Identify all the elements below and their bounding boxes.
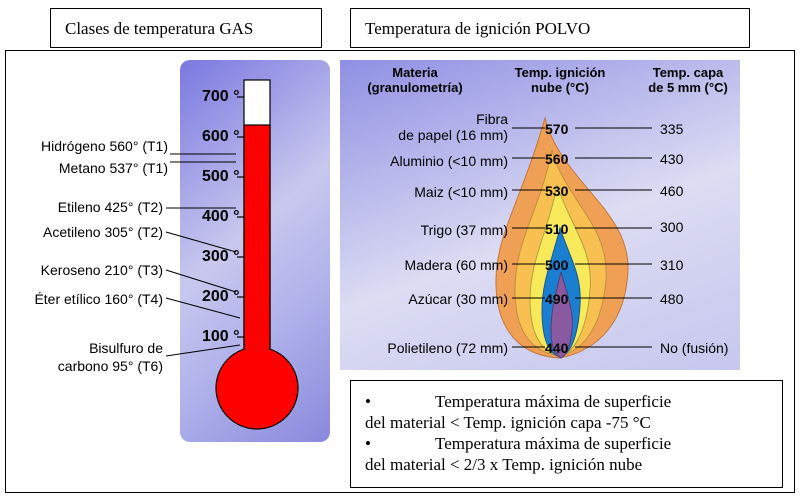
gas-bisulfuro-1: Bisulfuro de <box>89 340 163 356</box>
material-polietileno: Polietileno (72 mm) <box>387 340 508 356</box>
note-1a-text: Temperatura máxima de superficie <box>435 392 672 411</box>
scale-500: 500 ° <box>202 168 240 185</box>
notes-box: • Temperatura máxima de superficie del ma… <box>350 380 783 488</box>
capa-trigo: 300 <box>660 219 684 235</box>
gas-bisulfuro-2: carbono 95° (T6) <box>57 358 163 374</box>
bullet-2: • <box>365 434 371 453</box>
gas-acetileno: Acetileno 305° (T2) <box>43 224 163 240</box>
tab-gas: Clases de temperatura GAS <box>50 8 322 48</box>
header-nube-1: Temp. ignición <box>514 65 606 80</box>
scale-200: 200 ° <box>202 288 240 305</box>
scale-600: 600 ° <box>202 128 240 145</box>
nube-maiz: 530 <box>545 183 569 199</box>
header-materia-2: (granulometría) <box>367 80 463 95</box>
nube-aluminio: 560 <box>545 151 569 167</box>
gas-keroseno: Keroseno 210° (T3) <box>40 262 163 278</box>
header-capa-2: de 5 mm (°C) <box>648 80 728 95</box>
thermometer-bulb <box>215 346 299 430</box>
gas-leaders <box>165 153 241 357</box>
material-trigo: Trigo (37 mm) <box>420 222 508 238</box>
scale-300: 300 ° <box>202 248 240 265</box>
gas-hidrogeno: Hidrógeno 560° (T1) <box>41 138 168 154</box>
scale-100: 100 ° <box>202 328 240 345</box>
gas-eter: Éter etílico 160° (T4) <box>34 291 163 307</box>
capa-maiz: 460 <box>660 183 684 199</box>
nube-fibra: 570 <box>545 121 569 137</box>
header-nube-2: nube (°C) <box>531 80 589 95</box>
flame-purple <box>550 271 573 359</box>
capa-fibra: 335 <box>660 121 684 137</box>
scale-700: 700 ° <box>202 88 240 105</box>
material-maiz: Maiz (<10 mm) <box>414 184 508 200</box>
gas-etileno: Etileno 425° (T2) <box>57 199 163 215</box>
header-materia: Materia (granulometría) <box>350 65 480 95</box>
bullet-1: • <box>365 392 371 411</box>
material-azucar: Azúcar (30 mm) <box>408 291 508 307</box>
header-materia-1: Materia <box>392 65 438 80</box>
capa-polietileno: No (fusión) <box>660 340 729 356</box>
gas-metano: Metano 537° (T1) <box>58 160 168 176</box>
capa-aluminio: 430 <box>660 151 684 167</box>
main-frame <box>5 50 795 493</box>
nube-polietileno: 440 <box>545 340 569 356</box>
header-nube: Temp. ignición nube (°C) <box>500 65 620 95</box>
note-2a: • Temperatura máxima de superficie <box>365 433 768 454</box>
tab-polvo: Temperatura de ignición POLVO <box>350 8 750 48</box>
scale-400: 400 ° <box>202 208 240 225</box>
note-2a-text: Temperatura máxima de superficie <box>435 434 672 453</box>
scale-ticks <box>237 96 244 338</box>
flame-leaders <box>512 127 652 348</box>
nube-azucar: 490 <box>545 291 569 307</box>
header-capa-1: Temp. capa <box>652 65 724 80</box>
nube-trigo: 510 <box>545 221 569 237</box>
material-aluminio: Aluminio (<10 mm) <box>390 153 508 169</box>
capa-madera: 310 <box>660 257 684 273</box>
material-madera: Madera (60 mm) <box>404 257 508 273</box>
material-fibra-2: de papel (16 mm) <box>398 127 508 143</box>
note-1a: • Temperatura máxima de superficie <box>365 391 768 412</box>
note-2b: del material < 2/3 x Temp. ignición nube <box>365 455 643 474</box>
note-1b: del material < Temp. ignición capa -75 °… <box>365 413 651 432</box>
material-fibra-1: Fibra <box>476 111 508 127</box>
capa-azucar: 480 <box>660 291 684 307</box>
nube-madera: 500 <box>545 257 569 273</box>
header-capa: Temp. capa de 5 mm (°C) <box>636 65 740 95</box>
